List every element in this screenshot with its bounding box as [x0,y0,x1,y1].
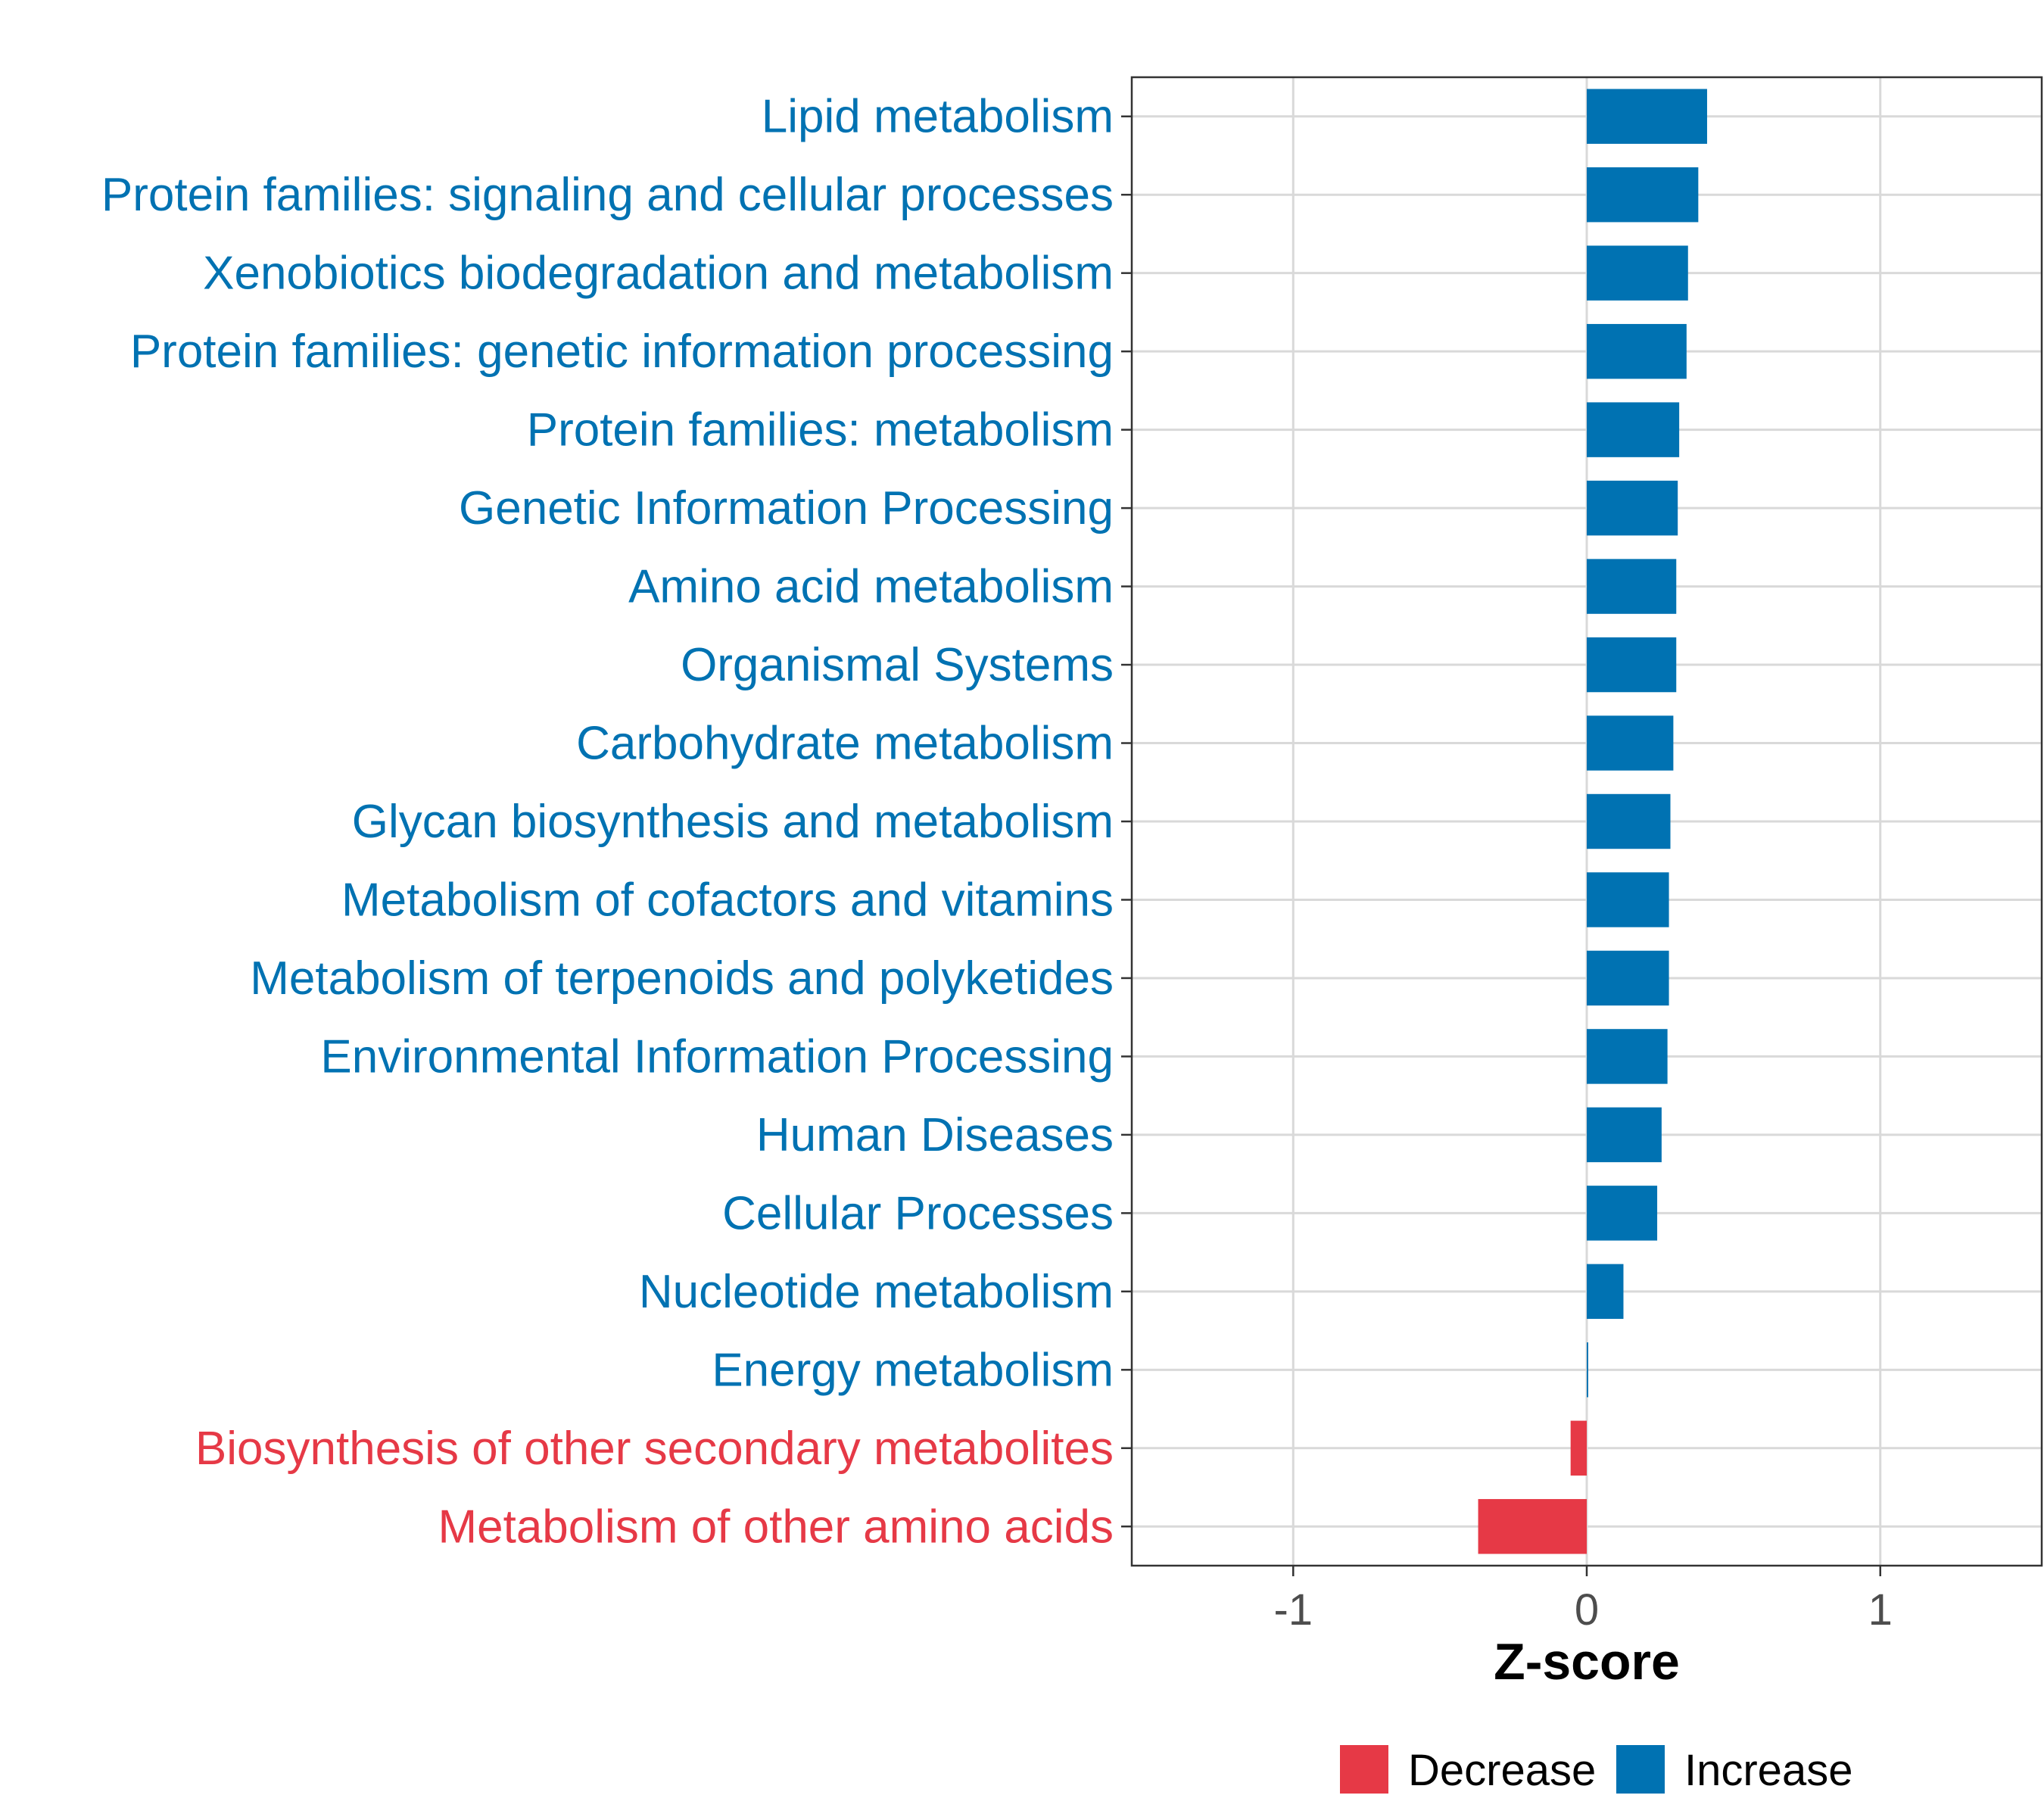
category-label: Carbohydrate metabolism [576,718,1114,770]
legend-swatch-increase [1616,1745,1665,1794]
bar [1478,1499,1587,1554]
category-label: Energy metabolism [712,1344,1114,1396]
x-tick-label: 0 [1575,1585,1599,1635]
bar [1587,1186,1658,1241]
legend-label-decrease: Decrease [1408,1746,1596,1795]
category-label: Metabolism of cofactors and vitamins [341,874,1114,926]
category-label: Protein families: signaling and cellular… [101,169,1114,221]
category-label: Lipid metabolism [762,91,1114,143]
x-tick-label: -1 [1273,1585,1313,1635]
category-label: Genetic Information Processing [459,482,1114,535]
category-label: Xenobiotics biodegradation and metabolis… [203,248,1114,300]
category-label: Environmental Information Processing [320,1030,1114,1083]
bar [1587,245,1688,301]
category-label: Human Diseases [756,1109,1114,1161]
bar [1587,480,1678,536]
x-tick-marks: -1 0 1 [1273,1566,1893,1635]
category-label: Biosynthesis of other secondary metaboli… [195,1423,1114,1475]
bar [1587,89,1707,144]
legend-label-increase: Increase [1684,1746,1852,1795]
bar [1587,715,1674,771]
category-labels: Lipid metabolism Protein families: signal… [101,91,1114,1554]
bar [1587,1029,1668,1084]
bar [1587,1342,1588,1398]
bar [1587,637,1677,693]
category-label: Glycan biosynthesis and metabolism [352,796,1114,848]
legend: Decrease Increase [1340,1745,1852,1795]
category-label: Organismal Systems [681,639,1114,691]
bars [1478,89,1707,1554]
category-label: Metabolism of other amino acids [438,1501,1114,1553]
y-tick-marks [1121,115,1132,1528]
category-label: Nucleotide metabolism [639,1266,1114,1318]
category-label: Amino acid metabolism [628,561,1114,613]
category-label: Protein families: metabolism [527,404,1114,457]
bar [1587,402,1680,457]
bar [1587,793,1671,849]
bar [1587,950,1669,1006]
bar [1587,1107,1662,1163]
bar [1587,323,1687,379]
x-axis-title: Z-score [1494,1633,1680,1691]
x-tick-label: 1 [1868,1585,1893,1635]
bar [1570,1420,1587,1476]
bar [1587,167,1699,223]
bar [1587,872,1669,927]
category-label: Protein families: genetic information pr… [130,326,1114,378]
category-label: Cellular Processes [722,1187,1114,1239]
legend-swatch-decrease [1340,1745,1388,1794]
bar [1587,559,1677,614]
bar [1587,1264,1624,1320]
category-label: Metabolism of terpenoids and polyketides [250,952,1114,1005]
